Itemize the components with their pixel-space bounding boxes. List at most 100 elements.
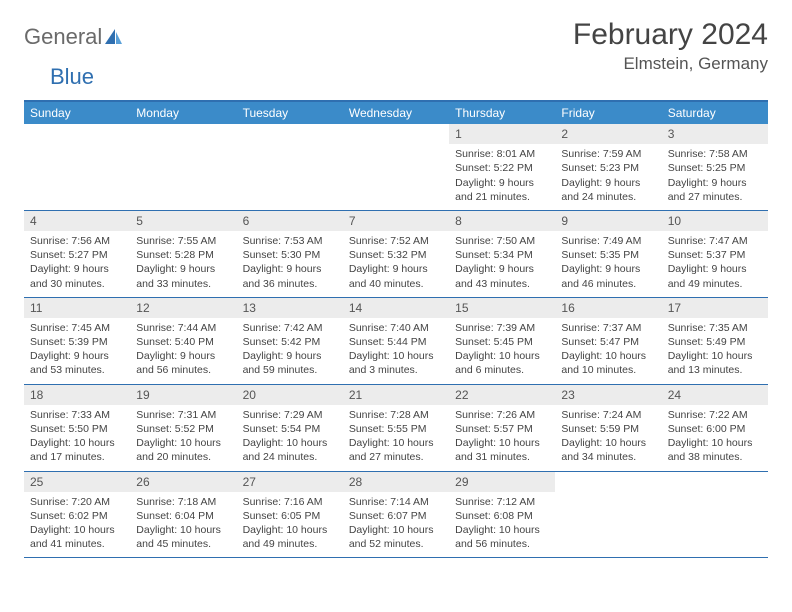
day-cell: 17Sunrise: 7:35 AMSunset: 5:49 PMDayligh… — [662, 298, 768, 384]
daylight-text: Daylight: 10 hours and 17 minutes. — [30, 436, 124, 464]
day-number: 16 — [555, 298, 661, 318]
day-cell: 29Sunrise: 7:12 AMSunset: 6:08 PMDayligh… — [449, 472, 555, 558]
day-number: 5 — [130, 211, 236, 231]
day-number: 26 — [130, 472, 236, 492]
day-cell: 13 Sunrise: 7:42 AMSunset: 5:42 PMDayligh… — [237, 298, 343, 384]
day-number: 13 — [237, 298, 343, 318]
sunrise-text: Sunrise: 7:52 AM — [349, 234, 443, 248]
day-content: Sunrise: 7:50 AMSunset: 5:34 PMDaylight:… — [449, 231, 555, 297]
daylight-text: Daylight: 9 hours and 21 minutes. — [455, 176, 549, 204]
day-cell: 8Sunrise: 7:50 AMSunset: 5:34 PMDaylight… — [449, 211, 555, 297]
week-row: 1Sunrise: 8:01 AMSunset: 5:22 PMDaylight… — [24, 124, 768, 211]
daylight-text: Daylight: 9 hours and 30 minutes. — [30, 262, 124, 290]
sunrise-text: Sunrise: 7:42 AM — [243, 321, 337, 335]
day-number: 15 — [449, 298, 555, 318]
sunset-text: Sunset: 5:39 PM — [30, 335, 124, 349]
sunrise-text: Sunrise: 7:45 AM — [30, 321, 124, 335]
brand-logo: General — [24, 18, 124, 50]
day-content: Sunrise: 7:20 AMSunset: 6:02 PMDaylight:… — [24, 492, 130, 558]
daylight-text: Daylight: 9 hours and 24 minutes. — [561, 176, 655, 204]
day-number: 14 — [343, 298, 449, 318]
sunrise-text: Sunrise: 7:58 AM — [668, 147, 762, 161]
sunset-text: Sunset: 5:45 PM — [455, 335, 549, 349]
weekday-thursday: Thursday — [449, 102, 555, 124]
daylight-text: Daylight: 10 hours and 38 minutes. — [668, 436, 762, 464]
day-content: Sunrise: 7:55 AMSunset: 5:28 PMDaylight:… — [130, 231, 236, 297]
sunset-text: Sunset: 6:00 PM — [668, 422, 762, 436]
day-number — [130, 124, 236, 144]
title-block: February 2024 Elmstein, Germany — [573, 18, 768, 74]
day-number: 2 — [555, 124, 661, 144]
sunrise-text: Sunrise: 7:26 AM — [455, 408, 549, 422]
sunset-text: Sunset: 5:28 PM — [136, 248, 230, 262]
day-number — [24, 124, 130, 144]
weekday-wednesday: Wednesday — [343, 102, 449, 124]
brand-text-1: General — [24, 24, 102, 50]
sunset-text: Sunset: 5:27 PM — [30, 248, 124, 262]
sunrise-text: Sunrise: 7:33 AM — [30, 408, 124, 422]
sunset-text: Sunset: 5:42 PM — [243, 335, 337, 349]
day-cell: 4Sunrise: 7:56 AMSunset: 5:27 PMDaylight… — [24, 211, 130, 297]
day-number: 9 — [555, 211, 661, 231]
daylight-text: Daylight: 10 hours and 6 minutes. — [455, 349, 549, 377]
day-number: 25 — [24, 472, 130, 492]
sunset-text: Sunset: 5:25 PM — [668, 161, 762, 175]
day-number: 1 — [449, 124, 555, 144]
sunrise-text: Sunrise: 7:59 AM — [561, 147, 655, 161]
sunrise-text: Sunrise: 7:39 AM — [455, 321, 549, 335]
day-number — [343, 124, 449, 144]
daylight-text: Daylight: 10 hours and 27 minutes. — [349, 436, 443, 464]
sunrise-text: Sunrise: 7:22 AM — [668, 408, 762, 422]
sunrise-text: Sunrise: 7:24 AM — [561, 408, 655, 422]
sunrise-text: Sunrise: 7:44 AM — [136, 321, 230, 335]
day-number: 12 — [130, 298, 236, 318]
day-content: Sunrise: 8:01 AMSunset: 5:22 PMDaylight:… — [449, 144, 555, 210]
day-number: 7 — [343, 211, 449, 231]
sunrise-text: Sunrise: 7:31 AM — [136, 408, 230, 422]
day-content: Sunrise: 7:12 AMSunset: 6:08 PMDaylight:… — [449, 492, 555, 558]
weeks-container: 1Sunrise: 8:01 AMSunset: 5:22 PMDaylight… — [24, 124, 768, 558]
sunset-text: Sunset: 5:50 PM — [30, 422, 124, 436]
sunrise-text: Sunrise: 7:18 AM — [136, 495, 230, 509]
sunrise-text: Sunrise: 7:35 AM — [668, 321, 762, 335]
day-cell: 26Sunrise: 7:18 AMSunset: 6:04 PMDayligh… — [130, 472, 236, 558]
day-cell: 2Sunrise: 7:59 AMSunset: 5:23 PMDaylight… — [555, 124, 661, 210]
daylight-text: Daylight: 10 hours and 45 minutes. — [136, 523, 230, 551]
day-number: 28 — [343, 472, 449, 492]
day-number — [662, 472, 768, 492]
day-content: Sunrise: 7:53 AMSunset: 5:30 PMDaylight:… — [237, 231, 343, 297]
daylight-text: Daylight: 9 hours and 59 minutes. — [243, 349, 337, 377]
daylight-text: Daylight: 9 hours and 49 minutes. — [668, 262, 762, 290]
week-row: 4Sunrise: 7:56 AMSunset: 5:27 PMDaylight… — [24, 211, 768, 298]
day-content: Sunrise: 7:45 AMSunset: 5:39 PMDaylight:… — [24, 318, 130, 384]
day-cell: 9Sunrise: 7:49 AMSunset: 5:35 PMDaylight… — [555, 211, 661, 297]
day-number — [555, 472, 661, 492]
daylight-text: Daylight: 10 hours and 41 minutes. — [30, 523, 124, 551]
day-number: 22 — [449, 385, 555, 405]
day-number: 21 — [343, 385, 449, 405]
day-cell — [24, 124, 130, 210]
sunrise-text: Sunrise: 7:14 AM — [349, 495, 443, 509]
day-content: Sunrise: 7:47 AMSunset: 5:37 PMDaylight:… — [662, 231, 768, 297]
day-number: 6 — [237, 211, 343, 231]
sunset-text: Sunset: 5:34 PM — [455, 248, 549, 262]
sunrise-text: Sunrise: 7:55 AM — [136, 234, 230, 248]
week-row: 11Sunrise: 7:45 AMSunset: 5:39 PMDayligh… — [24, 298, 768, 385]
daylight-text: Daylight: 9 hours and 46 minutes. — [561, 262, 655, 290]
day-content: Sunrise: 7:35 AMSunset: 5:49 PMDaylight:… — [662, 318, 768, 384]
day-number: 27 — [237, 472, 343, 492]
day-cell: 24Sunrise: 7:22 AMSunset: 6:00 PMDayligh… — [662, 385, 768, 471]
day-content: Sunrise: 7:58 AMSunset: 5:25 PMDaylight:… — [662, 144, 768, 210]
daylight-text: Daylight: 10 hours and 3 minutes. — [349, 349, 443, 377]
day-cell — [130, 124, 236, 210]
daylight-text: Daylight: 9 hours and 43 minutes. — [455, 262, 549, 290]
sunrise-text: Sunrise: 7:16 AM — [243, 495, 337, 509]
daylight-text: Daylight: 9 hours and 33 minutes. — [136, 262, 230, 290]
sunrise-text: Sunrise: 7:40 AM — [349, 321, 443, 335]
daylight-text: Daylight: 9 hours and 27 minutes. — [668, 176, 762, 204]
sunrise-text: Sunrise: 7:29 AM — [243, 408, 337, 422]
daylight-text: Daylight: 10 hours and 56 minutes. — [455, 523, 549, 551]
day-cell: 7Sunrise: 7:52 AMSunset: 5:32 PMDaylight… — [343, 211, 449, 297]
day-content: Sunrise: 7:56 AMSunset: 5:27 PMDaylight:… — [24, 231, 130, 297]
day-content: Sunrise: 7:31 AMSunset: 5:52 PMDaylight:… — [130, 405, 236, 471]
